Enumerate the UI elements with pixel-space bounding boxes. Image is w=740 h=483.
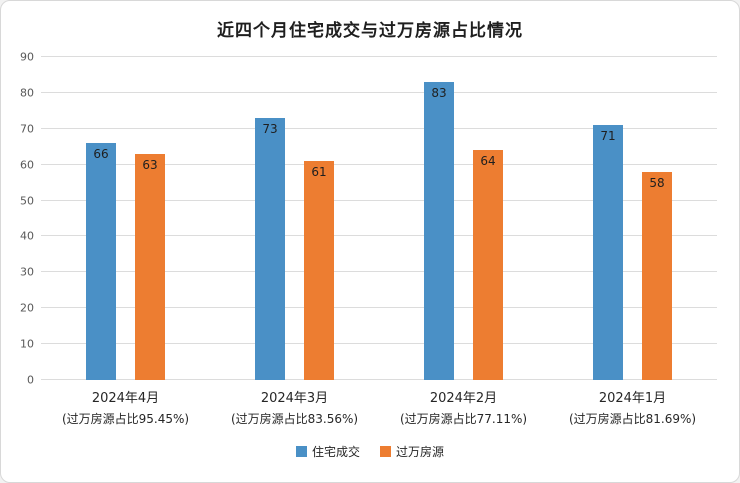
bar-value-label: 61 [311, 165, 327, 180]
y-axis-tick-label: 0 [27, 373, 34, 387]
y-axis-tick-label: 80 [20, 86, 34, 100]
legend-swatch [380, 446, 391, 457]
gridline [41, 163, 717, 165]
category-sublabel: (过万房源占比81.69%) [568, 412, 697, 426]
x-axis-labels: 2024年4月 (过万房源占比95.45%) 2024年3月 (过万房源占比83.56… [41, 387, 717, 427]
y-axis-tick-label: 20 [20, 301, 34, 315]
bar-group: 83 64 [379, 57, 548, 380]
category-month: 2024年4月 [91, 391, 160, 406]
bar-group: 66 63 [41, 57, 210, 380]
category-month: 2024年3月 [260, 391, 329, 406]
gridline [41, 343, 717, 345]
bar-value-label: 73 [262, 122, 278, 137]
bar: 71 [593, 125, 623, 380]
y-axis-tick-label: 90 [20, 50, 34, 64]
bar-value-label: 66 [93, 147, 109, 162]
category-sublabel: (过万房源占比77.11%) [399, 412, 528, 426]
category-month: 2024年1月 [598, 391, 667, 406]
legend-label: 住宅成交 [311, 445, 360, 459]
gridline [41, 235, 717, 237]
category-month: 2024年2月 [429, 391, 498, 406]
bar-group: 71 58 [548, 57, 717, 380]
plot-area: 66 63 73 61 83 64 71 58 [41, 56, 717, 380]
bar-value-label: 83 [431, 86, 447, 101]
gridline [41, 379, 717, 380]
bar-group: 73 61 [210, 57, 379, 380]
y-axis-tick-label: 70 [20, 122, 34, 136]
bar: 66 [86, 143, 116, 380]
category-sublabel: (过万房源占比95.45%) [61, 412, 190, 426]
y-axis-tick-label: 10 [20, 337, 34, 351]
bar: 61 [304, 161, 334, 380]
y-axis-tick-label: 50 [20, 194, 34, 208]
legend-label: 过万房源 [396, 445, 445, 459]
bar: 73 [255, 118, 285, 380]
legend-swatch [295, 446, 307, 457]
bar: 63 [135, 153, 165, 380]
chart-body: 0 10 20 30 40 50 60 70 80 90 66 63 73 61 83 64 71 58 202… [11, 52, 717, 427]
gridline [41, 307, 717, 309]
bar: 83 [424, 82, 454, 380]
category-label: 2024年4月 (过万房源占比95.45%) [41, 387, 210, 427]
bar-value-label: 64 [480, 154, 496, 169]
bar: 64 [473, 150, 503, 380]
y-axis-tick-label: 40 [20, 229, 34, 243]
gridline [41, 199, 717, 201]
legend: 住宅成交 过万房源 [1, 443, 739, 460]
chart-title: 近四个月住宅成交与过万房源占比情况 [217, 21, 523, 41]
bar-value-label: 63 [142, 157, 158, 172]
category-sublabel: (过万房源占比83.56%) [230, 412, 359, 426]
bar-value-label: 58 [649, 175, 665, 190]
gridline [41, 271, 717, 273]
category-label: 2024年3月 (过万房源占比83.56%) [210, 387, 379, 427]
gridline [41, 127, 717, 129]
bar: 58 [642, 171, 672, 380]
category-label: 2024年2月 (过万房源占比77.11%) [379, 387, 548, 427]
y-axis-tick-label: 30 [20, 265, 34, 279]
plot-wrap: 66 63 73 61 83 64 71 58 2024年4月 (过万房源占比95.45%) 20… [41, 56, 717, 427]
y-axis: 0 10 20 30 40 50 60 70 80 90 [11, 52, 41, 386]
gridline [41, 56, 717, 57]
bar-value-label: 71 [600, 129, 616, 144]
y-axis-tick-label: 60 [20, 158, 34, 172]
category-label: 2024年1月 (过万房源占比81.69%) [548, 387, 717, 427]
bar-groups: 66 63 73 61 83 64 71 58 [41, 57, 717, 380]
legend-item: 过万房源 [380, 443, 444, 460]
legend-item: 住宅成交 [295, 443, 360, 460]
gridline [41, 91, 717, 93]
